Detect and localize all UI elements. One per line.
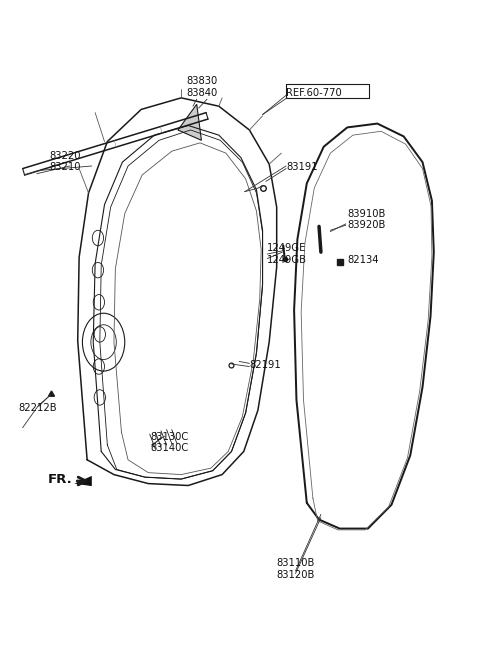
Text: 83130C
83140C: 83130C 83140C	[151, 432, 189, 453]
Text: 82212B: 82212B	[18, 403, 57, 413]
Text: 83910B
83920B: 83910B 83920B	[347, 209, 385, 230]
Text: 82191: 82191	[250, 359, 281, 370]
Text: REF.60-770: REF.60-770	[286, 88, 342, 98]
Text: 83110B
83120B: 83110B 83120B	[276, 558, 315, 580]
Text: 83830
83840: 83830 83840	[187, 76, 218, 98]
Text: 1249GE
1249GB: 1249GE 1249GB	[267, 243, 307, 265]
Polygon shape	[178, 104, 202, 140]
Text: 83191: 83191	[286, 163, 318, 173]
Text: FR.: FR.	[48, 472, 73, 485]
Text: 82134: 82134	[347, 255, 379, 265]
Polygon shape	[74, 476, 92, 486]
Text: 83220
83210: 83220 83210	[49, 151, 81, 173]
